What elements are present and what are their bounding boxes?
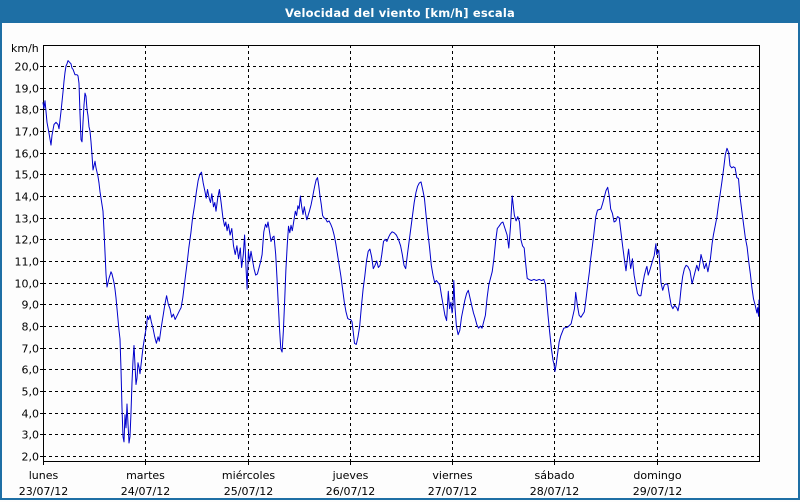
y-tick-label: 19,0 [15, 83, 40, 96]
x-day-label: martes [126, 469, 165, 482]
y-tick-label: 9,0 [22, 299, 40, 312]
y-tick-label: 5,0 [22, 386, 40, 399]
chart-title: Velocidad del viento [km/h] escala [285, 5, 515, 20]
y-tick-label: 15,0 [15, 169, 40, 182]
x-date-label: 29/07/12 [633, 485, 682, 498]
title-bar: Velocidad del viento [km/h] escala [2, 2, 798, 23]
x-day-label: miércoles [222, 469, 275, 482]
y-tick-label: 8,0 [22, 321, 40, 334]
y-tick-label: 4,0 [22, 408, 40, 421]
y-tick-label: 13,0 [15, 213, 40, 226]
x-date-label: 25/07/12 [224, 485, 273, 498]
y-tick-label: 3,0 [22, 429, 40, 442]
x-date-label: 24/07/12 [121, 485, 170, 498]
x-day-label: sábado [535, 469, 575, 482]
y-tick-label: 2,0 [22, 451, 40, 464]
x-day-label: lunes [29, 469, 59, 482]
plot-frame [43, 45, 760, 462]
y-axis-unit-label: km/h [11, 42, 39, 55]
y-tick-label: 16,0 [15, 148, 40, 161]
y-tick-label: 11,0 [15, 256, 40, 269]
x-day-label: viernes [432, 469, 472, 482]
x-day-label: domingo [633, 469, 681, 482]
chart-area: 20,0 19,0 18,0 17,0 16,0 15,0 14,0 13,0 12,0 11,0… [2, 23, 798, 498]
x-date-label: 27/07/12 [428, 485, 477, 498]
wind-speed-chart-canvas: 20,0 19,0 18,0 17,0 16,0 15,0 14,0 13,0 12,0 11,0… [11, 42, 760, 498]
x-date-label: 23/07/12 [19, 485, 68, 498]
wind-speed-line [42, 60, 760, 444]
y-tick-label: 17,0 [15, 126, 40, 139]
y-tick-label: 12,0 [15, 234, 40, 247]
y-tick-label: 6,0 [22, 364, 40, 377]
y-tick-label: 7,0 [22, 343, 40, 356]
y-tick-label: 18,0 [15, 104, 40, 117]
x-date-label: 26/07/12 [326, 485, 375, 498]
y-tick-label: 10,0 [15, 278, 40, 291]
x-date-label: 28/07/12 [530, 485, 579, 498]
y-tick-label: 20,0 [15, 61, 40, 74]
y-tick-label: 14,0 [15, 191, 40, 204]
x-day-label: jueves [332, 469, 369, 482]
